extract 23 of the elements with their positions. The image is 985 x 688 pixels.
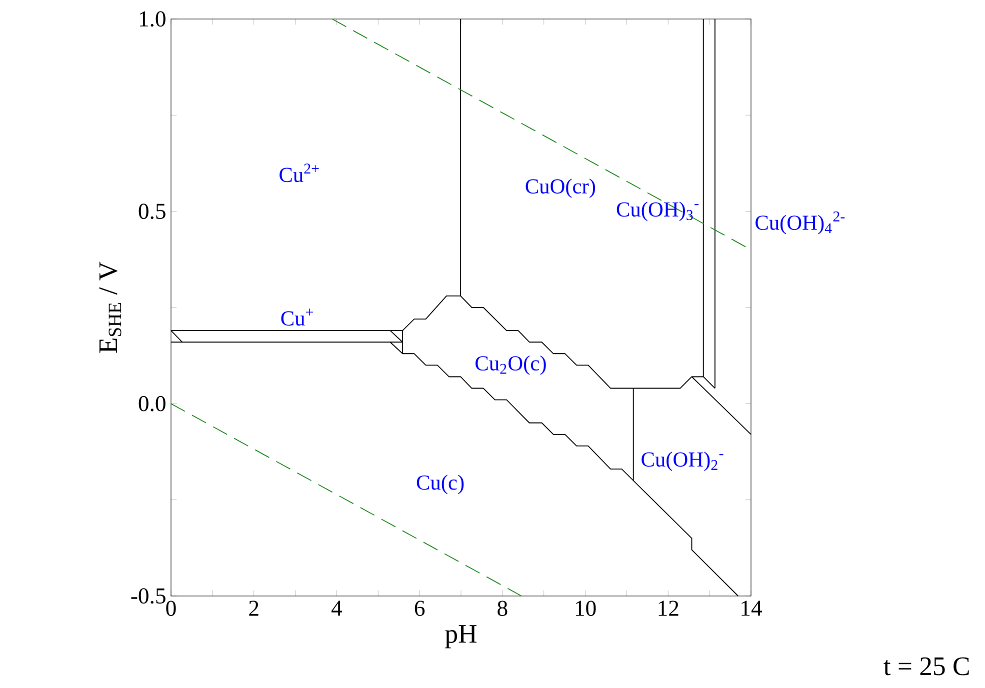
x-tick-label: 2 bbox=[249, 600, 258, 616]
annotation: CuO(cr) bbox=[526, 178, 596, 198]
x-tick-label: 10 bbox=[576, 600, 596, 616]
annotation: Cu(c) bbox=[416, 474, 464, 494]
annotation: Cu(OH)$_{2}$- bbox=[642, 452, 724, 472]
x-tick-label: 12 bbox=[658, 600, 678, 616]
text: t = 25 C bbox=[884, 657, 969, 676]
y-tick-label: 0.0 bbox=[138, 396, 166, 412]
annotation: Cu(OH)$_{3}$- bbox=[616, 202, 698, 221]
x-tick-label: 0 bbox=[166, 600, 176, 616]
x-tick-label: 6 bbox=[414, 600, 425, 616]
annotation: Cu$^{2+}$ bbox=[280, 164, 319, 182]
annotation: Cu$^{+}$ bbox=[281, 308, 313, 326]
text: Cu(OH)$_{4}$2- bbox=[756, 211, 845, 234]
y-tick-label: 0.5 bbox=[138, 204, 166, 220]
x-tick-label: 14 bbox=[742, 600, 762, 616]
annotation: Cu$_{2}$O(c) bbox=[476, 356, 546, 375]
x-tick-label: 4 bbox=[331, 600, 342, 616]
x-axis-title: pH bbox=[445, 625, 477, 648]
x-tick-label: 8 bbox=[498, 600, 508, 616]
y-tick-label: -0.5 bbox=[131, 588, 166, 604]
y-axis-title: E$_{SHE}$ / V bbox=[99, 262, 122, 353]
y-tick-label: 1.0 bbox=[140, 11, 166, 27]
